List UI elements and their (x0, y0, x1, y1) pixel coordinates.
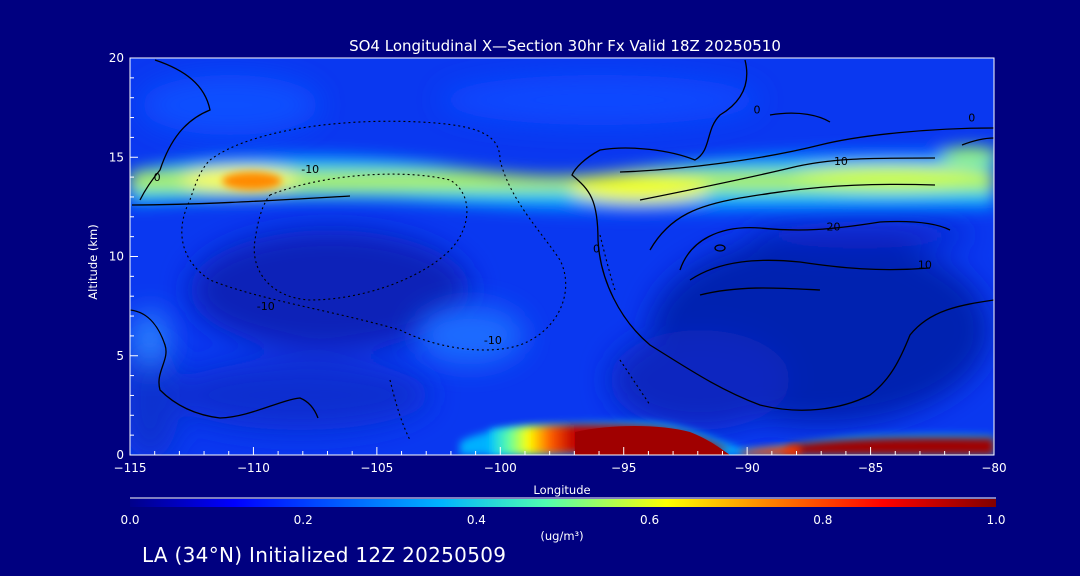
contour-label: 0 (754, 104, 761, 117)
contour-label: -10 (301, 163, 319, 176)
dashed-contours (181, 120, 651, 441)
colorbar-tick-label: 0.0 (120, 513, 139, 527)
contour-label: 20 (827, 221, 841, 234)
x-tick-label: −95 (611, 461, 636, 475)
colorbar-ticks: 0.0 0.2 0.4 0.6 0.8 1.0 (120, 513, 1005, 527)
contour-ten-upper (639, 157, 936, 201)
plot-area: 0 -10 -10 -10 0 10 20 10 0 0 (130, 58, 994, 455)
x-axis-label: Longitude (533, 483, 590, 497)
y-axis-label: Altitude (km) (86, 224, 100, 299)
x-tick-label: −90 (734, 461, 759, 475)
upper-maximum (222, 172, 282, 190)
contour-cell (714, 244, 726, 252)
surface-maximum (460, 422, 994, 455)
contour-label: 10 (918, 258, 932, 271)
contour-label: 0 (154, 171, 161, 184)
contour-zero-lower (130, 309, 319, 419)
colorbar (130, 499, 996, 507)
contour-zero-upper-right (769, 112, 831, 123)
contour-label: 10 (834, 155, 848, 168)
footer-caption: LA (34°N) Initialized 12Z 20250509 (142, 543, 507, 567)
x-tick-label: −115 (114, 461, 147, 475)
contour-labels: 0 -10 -10 -10 0 10 20 10 0 0 (154, 104, 976, 347)
contour-ten-mid (649, 183, 936, 251)
contour-label: -10 (484, 334, 502, 347)
y-tick-label: 5 (116, 349, 124, 363)
x-tick-label: −85 (858, 461, 883, 475)
contour-ten-lower (689, 259, 931, 281)
x-tick-label: −100 (484, 461, 517, 475)
contour-neg-ten-inner (253, 173, 468, 301)
colorbar-tick-label: 0.8 (813, 513, 832, 527)
contour-neg-mid-east (599, 234, 616, 291)
y-tick-label: 20 (109, 51, 124, 65)
y-tick-label: 10 (109, 250, 124, 264)
contour-neg-ten-lower (389, 379, 411, 441)
y-tick-label: 0 (116, 448, 124, 462)
solid-contours (130, 59, 994, 419)
y-tick-label: 15 (109, 150, 124, 164)
x-tick-label: −105 (360, 461, 393, 475)
colorbar-tick-label: 1.0 (986, 513, 1005, 527)
x-axis: −115 −110 −105 −100 −95 −90 −85 −80 (114, 447, 1007, 475)
moderate-concentration-regions (130, 75, 760, 370)
contour-ten-lower-2 (699, 287, 821, 296)
chart-title: SO4 Longitudinal X—Section 30hr Fx Valid… (349, 37, 781, 55)
contour-zero-band (131, 195, 351, 206)
x-tick-label: −110 (237, 461, 270, 475)
colorbar-unit-label: (ug/m³) (540, 529, 583, 543)
contour-neg-ten-outer (181, 120, 567, 351)
contour-label: 0 (968, 112, 975, 125)
contour-label: -10 (257, 300, 275, 313)
contour-zero-east (571, 59, 994, 411)
y-axis: 0 5 10 15 20 (109, 51, 138, 462)
contour-label: 0 (593, 243, 600, 256)
contour-upper-right-edge (961, 137, 994, 146)
colorbar-tick-label: 0.4 (467, 513, 486, 527)
colorbar-tick-label: 0.6 (640, 513, 659, 527)
contour-zero-upper-east (619, 127, 994, 173)
x-tick-label: −80 (981, 461, 1006, 475)
contour-twenty (679, 220, 951, 271)
colorbar-tick-label: 0.2 (294, 513, 313, 527)
contour-zero-west (139, 59, 211, 201)
low-concentration-regions (130, 221, 990, 455)
